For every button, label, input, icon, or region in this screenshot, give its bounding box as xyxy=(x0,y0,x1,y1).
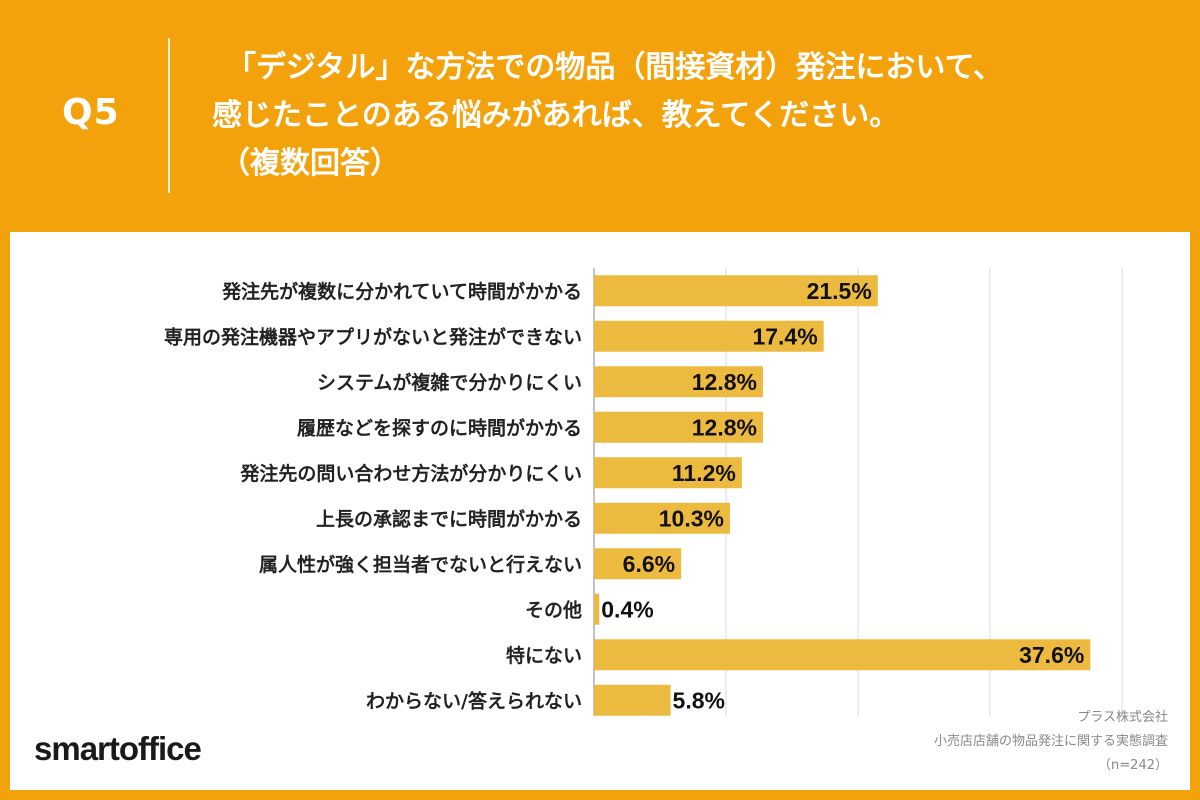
value-label: 5.8% xyxy=(673,687,725,713)
category-label: その他 xyxy=(525,598,582,621)
category-label: 属人性が強く担当者でないと行えない xyxy=(259,553,582,576)
category-label: システムが複雑で分かりにくい xyxy=(317,371,582,394)
category-label: わからない/答えられない xyxy=(366,689,582,712)
category-label: 履歴などを探すのに時間がかかる xyxy=(297,416,582,439)
chart-card: 発注先が複数に分かれていて時間がかかる 21.5% 専用の発注機器やアプリがないと発… xyxy=(10,232,1190,790)
source-note: プラス株式会社 小売店店舗の物品発注に関する実態調査 （n=242） xyxy=(934,706,1168,778)
bar-chart: 発注先が複数に分かれていて時間がかかる 21.5% 専用の発注機器やアプリがないと発… xyxy=(164,268,1123,716)
category-label: 発注先の問い合わせ方法が分かりにくい xyxy=(239,462,582,485)
value-label: 6.6% xyxy=(623,551,675,577)
bar xyxy=(594,366,763,398)
value-label: 11.2% xyxy=(672,460,736,486)
category-label: 特にない xyxy=(506,645,582,667)
category-label: 発注先が複数に分かれていて時間がかかる xyxy=(221,280,582,303)
bar xyxy=(594,548,682,580)
header: Q5 「デジタル」な方法での物品（間接資材）発注において、 感じたことのある悩み… xyxy=(0,0,1200,230)
question-line-2: 感じたことのある悩みがあれば、教えてください。 xyxy=(212,98,900,133)
value-label: 12.8% xyxy=(692,414,757,440)
value-label: 37.6% xyxy=(1019,642,1084,668)
value-label: 12.8% xyxy=(692,369,757,395)
bar xyxy=(594,457,742,489)
value-label: 0.4% xyxy=(601,596,653,622)
question-number: Q5 xyxy=(62,92,120,133)
bar xyxy=(594,593,600,625)
bar xyxy=(594,320,824,352)
bar xyxy=(594,639,1091,671)
bar xyxy=(594,684,671,716)
category-label: 上長の承認までに時間がかかる xyxy=(316,507,582,530)
question-line-1: 「デジタル」な方法での物品（間接資材）発注において、 xyxy=(226,50,1003,85)
value-label: 10.3% xyxy=(659,505,724,531)
category-label: 専用の発注機器やアプリがないと発注ができない xyxy=(164,325,582,348)
question-text: 「デジタル」な方法での物品（間接資材）発注において、 感じたことのある悩みがあれ… xyxy=(212,44,1172,188)
source-sample: （n=242） xyxy=(1098,758,1168,773)
smartoffice-logo: smartoffice xyxy=(34,730,202,767)
header-divider xyxy=(168,38,170,193)
value-label: 17.4% xyxy=(752,323,817,349)
value-label: 21.5% xyxy=(807,278,872,304)
bar xyxy=(594,411,763,443)
source-survey: 小売店店舗の物品発注に関する実態調査 xyxy=(933,734,1168,749)
source-company: プラス株式会社 xyxy=(1077,710,1168,725)
bar xyxy=(594,275,878,307)
bar xyxy=(594,502,730,534)
question-line-3: （複数回答） xyxy=(220,146,400,181)
